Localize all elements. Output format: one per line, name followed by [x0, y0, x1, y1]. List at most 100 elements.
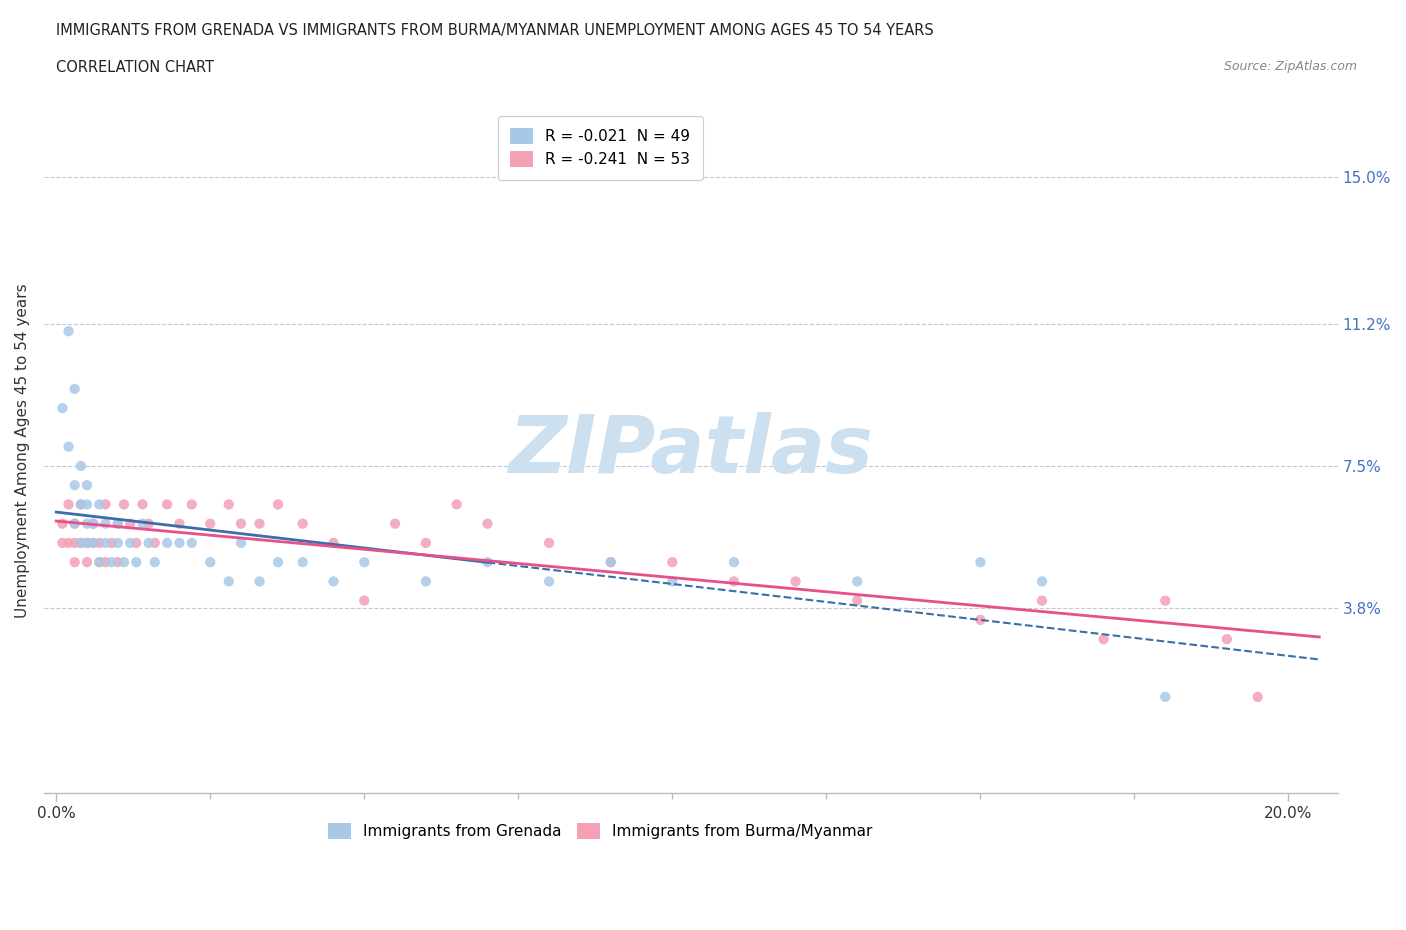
Point — [156, 497, 179, 512]
Point — [94, 554, 117, 569]
Point — [538, 574, 561, 589]
Point — [58, 536, 80, 551]
Point — [169, 516, 191, 531]
Point — [70, 536, 93, 551]
Point — [131, 516, 153, 531]
Point — [1154, 689, 1177, 704]
Point — [125, 536, 148, 551]
Point — [76, 536, 98, 551]
Point — [969, 613, 991, 628]
Legend: Immigrants from Grenada, Immigrants from Burma/Myanmar: Immigrants from Grenada, Immigrants from… — [321, 816, 880, 847]
Point — [82, 536, 104, 551]
Point — [384, 516, 406, 531]
Point — [267, 497, 290, 512]
Point — [76, 516, 98, 531]
Text: IMMIGRANTS FROM GRENADA VS IMMIGRANTS FROM BURMA/MYANMAR UNEMPLOYMENT AMONG AGES: IMMIGRANTS FROM GRENADA VS IMMIGRANTS FR… — [56, 23, 934, 38]
Point — [353, 593, 375, 608]
Point — [94, 516, 117, 531]
Point — [322, 574, 344, 589]
Point — [143, 536, 166, 551]
Point — [322, 536, 344, 551]
Point — [846, 593, 869, 608]
Point — [82, 516, 104, 531]
Point — [51, 536, 73, 551]
Point — [415, 536, 437, 551]
Point — [112, 554, 135, 569]
Y-axis label: Unemployment Among Ages 45 to 54 years: Unemployment Among Ages 45 to 54 years — [15, 284, 30, 618]
Point — [1092, 631, 1115, 646]
Point — [229, 536, 252, 551]
Point — [291, 516, 314, 531]
Point — [180, 536, 202, 551]
Point — [143, 554, 166, 569]
Point — [218, 497, 240, 512]
Point — [125, 554, 148, 569]
Point — [353, 554, 375, 569]
Point — [969, 554, 991, 569]
Point — [89, 554, 111, 569]
Point — [477, 554, 499, 569]
Point — [138, 516, 160, 531]
Point — [70, 497, 93, 512]
Point — [723, 574, 745, 589]
Point — [1216, 631, 1239, 646]
Point — [599, 554, 621, 569]
Point — [100, 554, 122, 569]
Point — [661, 554, 683, 569]
Point — [846, 574, 869, 589]
Point — [249, 574, 271, 589]
Point — [415, 574, 437, 589]
Point — [446, 497, 468, 512]
Point — [120, 536, 142, 551]
Point — [156, 536, 179, 551]
Point — [82, 536, 104, 551]
Point — [58, 324, 80, 339]
Point — [249, 516, 271, 531]
Point — [200, 554, 222, 569]
Point — [51, 401, 73, 416]
Point — [89, 554, 111, 569]
Point — [94, 497, 117, 512]
Point — [1154, 593, 1177, 608]
Point — [218, 574, 240, 589]
Point — [229, 516, 252, 531]
Point — [723, 554, 745, 569]
Point — [180, 497, 202, 512]
Point — [661, 574, 683, 589]
Point — [58, 439, 80, 454]
Point — [1031, 593, 1053, 608]
Point — [200, 516, 222, 531]
Point — [76, 478, 98, 493]
Point — [131, 497, 153, 512]
Point — [82, 516, 104, 531]
Point — [94, 536, 117, 551]
Point — [63, 554, 86, 569]
Point — [76, 497, 98, 512]
Point — [76, 536, 98, 551]
Point — [477, 516, 499, 531]
Point — [63, 478, 86, 493]
Text: Source: ZipAtlas.com: Source: ZipAtlas.com — [1223, 60, 1357, 73]
Point — [138, 536, 160, 551]
Point — [63, 381, 86, 396]
Point — [70, 536, 93, 551]
Point — [169, 536, 191, 551]
Point — [107, 554, 129, 569]
Point — [107, 516, 129, 531]
Point — [100, 536, 122, 551]
Point — [63, 536, 86, 551]
Point — [58, 497, 80, 512]
Point — [267, 554, 290, 569]
Point — [89, 536, 111, 551]
Point — [538, 536, 561, 551]
Point — [70, 458, 93, 473]
Text: CORRELATION CHART: CORRELATION CHART — [56, 60, 214, 75]
Point — [1246, 689, 1268, 704]
Point — [63, 516, 86, 531]
Point — [107, 516, 129, 531]
Text: ZIPatlas: ZIPatlas — [509, 412, 873, 489]
Point — [63, 516, 86, 531]
Point — [1031, 574, 1053, 589]
Point — [70, 497, 93, 512]
Point — [291, 554, 314, 569]
